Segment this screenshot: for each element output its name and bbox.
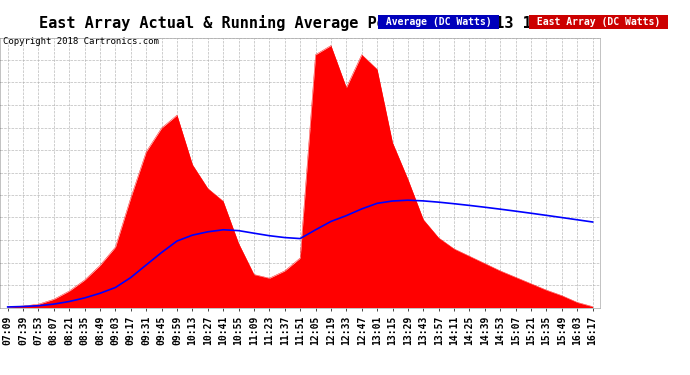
Text: East Array Actual & Running Average Power Thu Dec 13 16:18: East Array Actual & Running Average Powe…: [39, 15, 569, 31]
Text: East Array (DC Watts): East Array (DC Watts): [531, 17, 667, 27]
Text: Copyright 2018 Cartronics.com: Copyright 2018 Cartronics.com: [3, 38, 159, 46]
Text: Average (DC Watts): Average (DC Watts): [380, 17, 497, 27]
